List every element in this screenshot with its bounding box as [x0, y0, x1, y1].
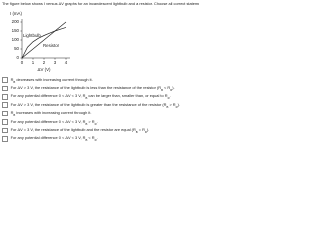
text-run: For any potential difference 0 < ΔV < 3 …: [10, 135, 86, 141]
y-tick-label: 200: [12, 19, 20, 24]
subscript: B: [161, 87, 163, 92]
x-tick-label: 4: [65, 60, 68, 65]
text-run: increases with increasing current throug…: [15, 110, 92, 116]
statement: For ΔV > 3 V, the resistance of the ligh…: [2, 84, 199, 92]
subscript: R: [170, 87, 173, 92]
x-tick-label: 2: [43, 60, 46, 65]
text-run: .: [169, 93, 171, 99]
statement-text: For any potential difference 0 < ΔV < 3 …: [11, 93, 171, 100]
statement-text: For any potential difference 0 < ΔV < 3 …: [11, 119, 98, 126]
checkbox[interactable]: [2, 77, 8, 83]
series-line: [21, 21, 67, 59]
subscript: B: [13, 79, 16, 84]
subscript: B: [135, 129, 138, 134]
chart: I (mA) ΔV (V) 0 50 100 150 200 0 1 2 3 4 Lightbulb…: [10, 11, 70, 72]
text-run: = R: [137, 127, 145, 132]
statement-text: For ΔV > 3 V, the resistance of the ligh…: [11, 85, 175, 92]
text-run: > R: [168, 101, 176, 107]
checkbox[interactable]: [2, 102, 8, 108]
statement-text: RB decreases with increasing current thr…: [11, 77, 93, 84]
y-axis-label: I (mA): [10, 11, 22, 16]
subscript: B: [85, 121, 88, 126]
text-run: > R: [87, 118, 95, 124]
text-run: R: [10, 110, 14, 116]
subscript: B: [13, 112, 16, 117]
text-run: ).: [177, 101, 181, 107]
text-run: .: [96, 135, 98, 141]
statement: For any potential difference 0 < ΔV < 3 …: [2, 118, 199, 126]
subscript: B: [85, 138, 88, 143]
y-tick-label: 100: [12, 37, 20, 42]
checkbox[interactable]: [2, 127, 8, 134]
statement: For any potential difference 0 < ΔV < 3 …: [2, 93, 199, 101]
x-tick-label: 3: [54, 60, 57, 65]
checkbox[interactable]: [2, 136, 8, 142]
text-run: For any potential difference 0 < ΔV < 3 …: [10, 118, 86, 124]
checkbox[interactable]: [2, 94, 8, 100]
statement-text: For ΔV = 3 V, the resistance of the ligh…: [11, 127, 150, 134]
checkbox[interactable]: [2, 85, 8, 92]
page: The figure below shows I versus ΔV graph…: [0, 0, 200, 144]
text-run: ).: [172, 85, 175, 90]
text-run: For ΔV > 3 V, the resistance of the ligh…: [10, 85, 162, 90]
subscript: B: [166, 104, 169, 109]
text-run: decreases with increasing current throug…: [15, 76, 93, 82]
subscript: R: [144, 129, 147, 134]
x-axis-label: ΔV (V): [38, 67, 51, 72]
text-run: R: [10, 76, 14, 82]
statement-text: For any potential difference 0 < ΔV < 3 …: [11, 135, 98, 142]
subscript: R: [175, 104, 178, 109]
text-run: For ΔV = 3 V, the resistance of the ligh…: [10, 127, 136, 132]
y-tick-label: 150: [12, 28, 20, 33]
statement: RB decreases with increasing current thr…: [2, 76, 199, 84]
text-run: < R: [87, 135, 95, 141]
y-tick-label: 50: [14, 46, 19, 51]
statement: For ΔV = 3 V, the resistance of the ligh…: [2, 126, 199, 134]
statement: For any potential difference 0 < ΔV < 3 …: [2, 135, 199, 143]
text-run: ).: [146, 127, 150, 132]
subscript: R: [94, 121, 97, 126]
series-label: Resistor: [43, 43, 60, 48]
text-run: For any potential difference 0 < ΔV < 3 …: [10, 93, 86, 99]
series-label: Lightbulb: [23, 33, 41, 38]
x-tick-label: 1: [32, 60, 35, 65]
text-run: .: [96, 118, 98, 124]
statement-text: For ΔV > 3 V, the resistance of the ligh…: [11, 102, 180, 109]
y-tick-label: 0: [17, 55, 20, 60]
statement: RB increases with increasing current thr…: [2, 110, 199, 118]
checkbox[interactable]: [2, 110, 8, 117]
statement-text: RB increases with increasing current thr…: [11, 110, 92, 117]
series-line: [21, 27, 67, 59]
subscript: R: [94, 138, 97, 143]
text-run: < R: [162, 85, 171, 90]
text-run: For ΔV > 3 V, the resistance of the ligh…: [10, 101, 167, 107]
subscript: R: [167, 96, 170, 101]
checkbox[interactable]: [2, 119, 8, 125]
subscript: B: [85, 96, 88, 101]
statement: For ΔV > 3 V, the resistance of the ligh…: [2, 101, 199, 109]
text-run: can be larger than, smaller than, or equ…: [87, 93, 168, 99]
x-tick-label: 0: [21, 60, 24, 65]
prompt: The figure below shows I versus ΔV graph…: [2, 1, 199, 6]
